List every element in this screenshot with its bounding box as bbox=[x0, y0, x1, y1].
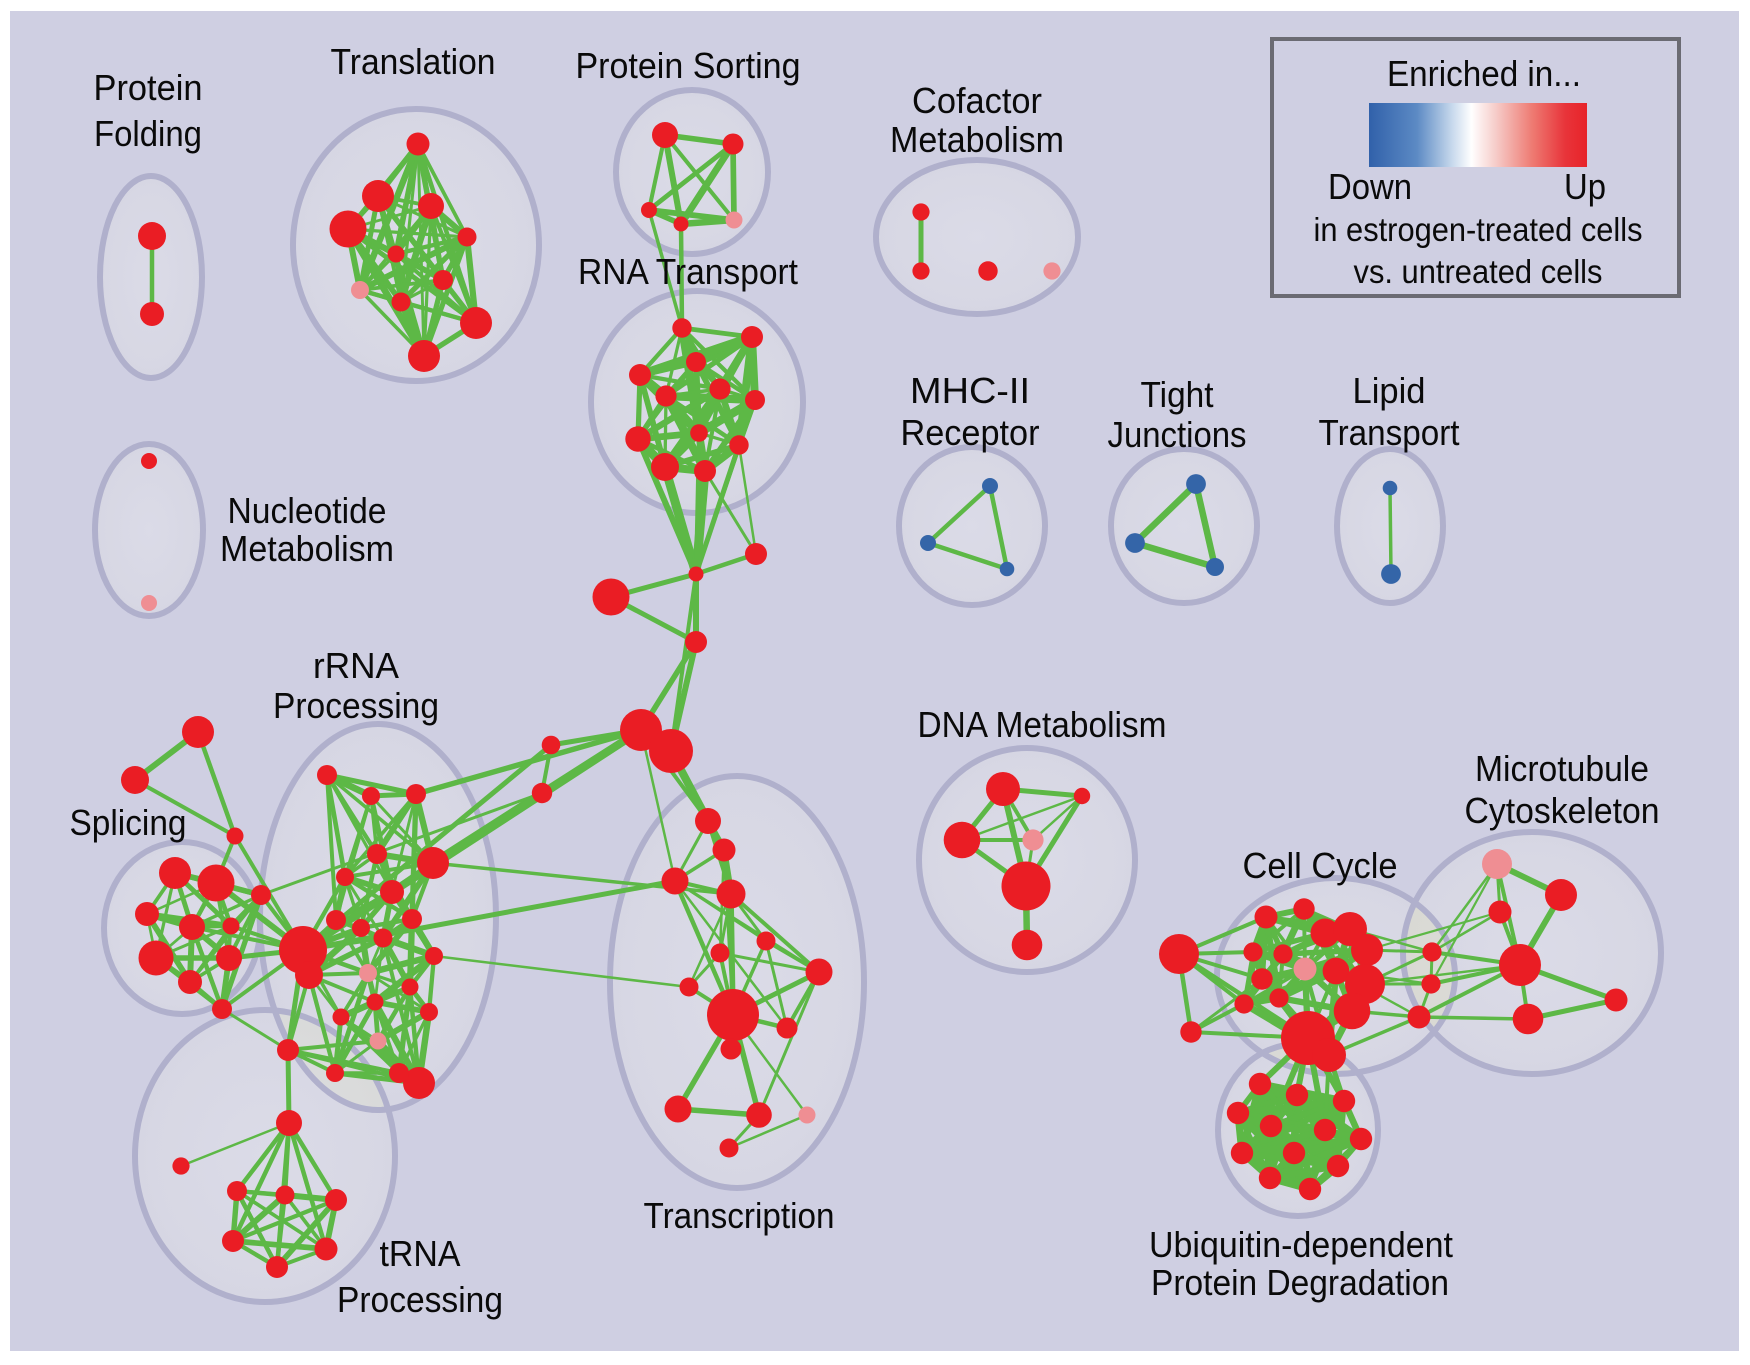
svg-text:Nucleotide: Nucleotide bbox=[228, 490, 387, 531]
svg-text:Tight: Tight bbox=[1141, 374, 1214, 415]
svg-text:Up: Up bbox=[1564, 166, 1606, 207]
svg-text:Cytoskeleton: Cytoskeleton bbox=[1465, 790, 1660, 831]
svg-text:Metabolism: Metabolism bbox=[220, 528, 394, 569]
svg-text:Lipid: Lipid bbox=[1353, 370, 1426, 411]
svg-text:rRNA: rRNA bbox=[313, 645, 399, 686]
svg-text:Microtubule: Microtubule bbox=[1475, 748, 1649, 789]
svg-text:Metabolism: Metabolism bbox=[890, 119, 1064, 160]
svg-text:Down: Down bbox=[1328, 166, 1412, 207]
svg-text:DNA Metabolism: DNA Metabolism bbox=[918, 704, 1167, 745]
svg-text:Protein Degradation: Protein Degradation bbox=[1151, 1262, 1449, 1303]
svg-text:Receptor: Receptor bbox=[901, 412, 1040, 453]
svg-text:Cofactor: Cofactor bbox=[912, 80, 1042, 121]
svg-text:RNA Transport: RNA Transport bbox=[578, 251, 798, 292]
svg-text:Protein Sorting: Protein Sorting bbox=[576, 45, 801, 86]
svg-text:Ubiquitin-dependent: Ubiquitin-dependent bbox=[1149, 1224, 1453, 1265]
svg-text:in estrogen-treated cells: in estrogen-treated cells bbox=[1314, 211, 1643, 248]
svg-text:Protein: Protein bbox=[94, 67, 203, 108]
svg-text:Junctions: Junctions bbox=[1108, 414, 1247, 455]
svg-text:vs. untreated cells: vs. untreated cells bbox=[1354, 253, 1603, 290]
svg-text:Translation: Translation bbox=[331, 41, 496, 82]
svg-text:MHC-II: MHC-II bbox=[910, 370, 1030, 411]
svg-text:tRNA: tRNA bbox=[380, 1233, 461, 1274]
svg-text:Transport: Transport bbox=[1319, 412, 1460, 453]
svg-text:Processing: Processing bbox=[337, 1279, 503, 1320]
svg-text:Folding: Folding bbox=[94, 113, 202, 154]
svg-text:Transcription: Transcription bbox=[644, 1195, 835, 1236]
svg-text:Processing: Processing bbox=[273, 685, 439, 726]
svg-text:Enriched in...: Enriched in... bbox=[1387, 53, 1581, 94]
svg-text:Cell Cycle: Cell Cycle bbox=[1243, 845, 1398, 886]
svg-text:Splicing: Splicing bbox=[70, 802, 187, 843]
